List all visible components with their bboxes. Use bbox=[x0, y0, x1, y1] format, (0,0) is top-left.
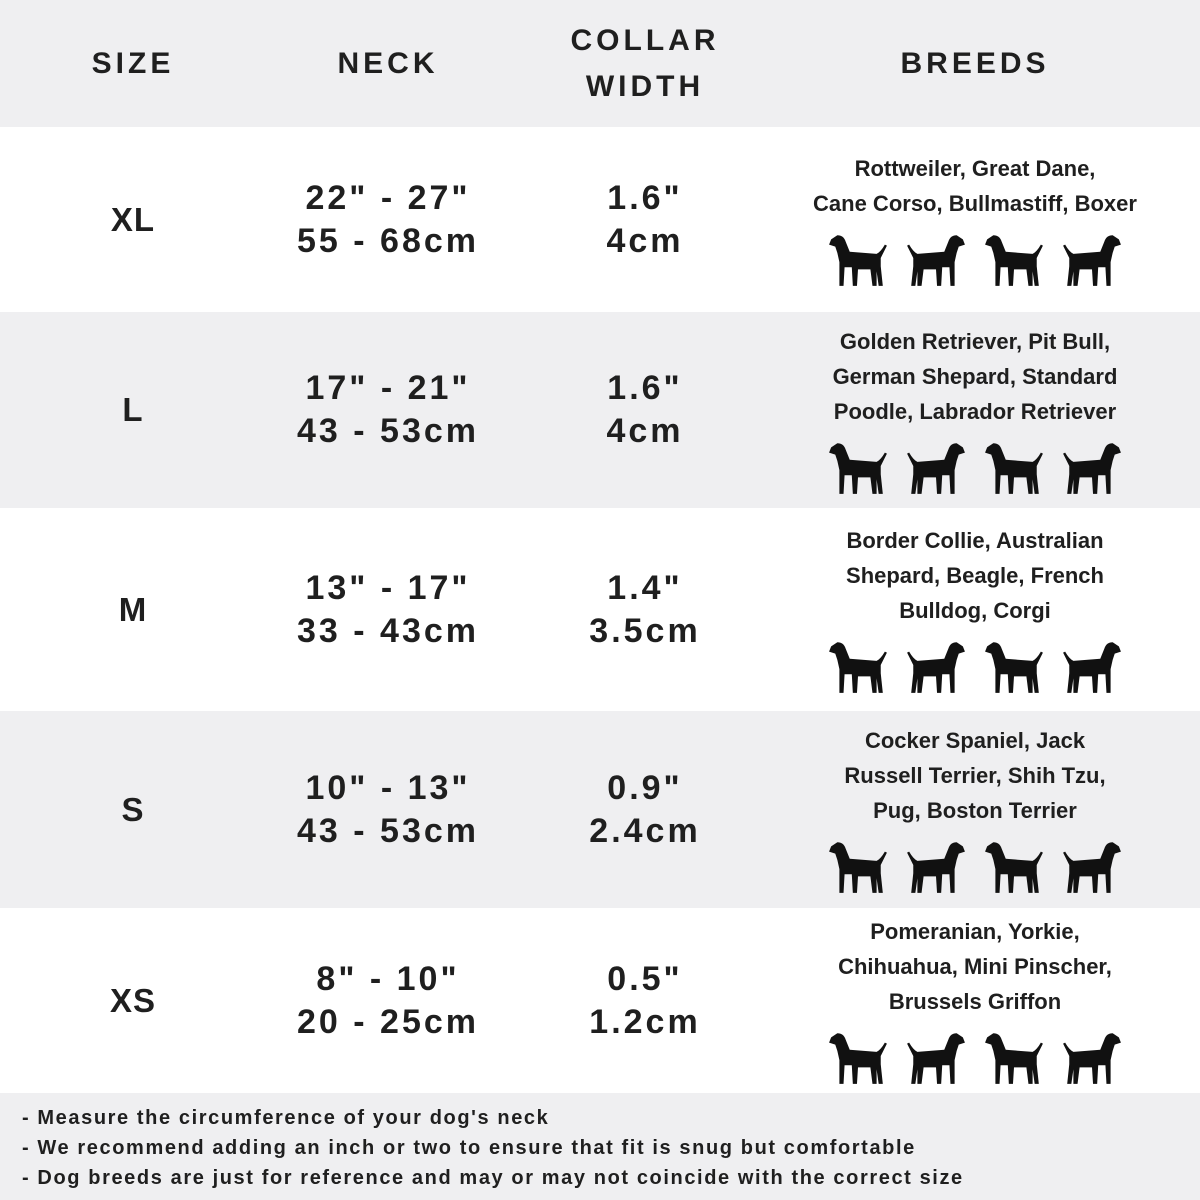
cocker-spaniel-icon bbox=[826, 834, 890, 896]
rottweiler-icon bbox=[826, 227, 890, 289]
breeds-cell: Cocker Spaniel, Jack Russell Terrier, Shi… bbox=[780, 723, 1170, 896]
neck-inches: 13" - 17" bbox=[305, 568, 471, 607]
breeds-cell: Pomeranian, Yorkie, Chihuahua, Mini Pinsc… bbox=[780, 914, 1170, 1087]
width-cm: 3.5cm bbox=[589, 611, 701, 650]
golden-retriever-icon bbox=[826, 435, 890, 497]
table-header: SIZE NECK COLLAR WIDTH BREEDS bbox=[0, 0, 1200, 127]
great-dane-icon bbox=[904, 227, 968, 289]
breed-line: Russell Terrier, Shih Tzu, bbox=[844, 763, 1106, 788]
breed-line: Golden Retriever, Pit Bull, bbox=[839, 328, 1111, 354]
breed-line: Shepard, Beagle, French bbox=[846, 563, 1104, 588]
breed-silhouettes bbox=[780, 1025, 1170, 1087]
neck-size: 10" - 13" 43 - 53cm bbox=[266, 767, 510, 853]
neck-inches: 10" - 13" bbox=[305, 768, 471, 807]
collar-width: 0.5" 1.2cm bbox=[510, 958, 780, 1044]
mini-pinscher-icon bbox=[1060, 1025, 1124, 1087]
breed-line: Pomeranian, Yorkie, bbox=[870, 919, 1080, 944]
french-bulldog-icon bbox=[982, 634, 1046, 696]
header-collar-line1: COLLAR bbox=[570, 23, 720, 57]
breed-silhouettes bbox=[780, 227, 1170, 289]
width-inches: 0.5" bbox=[607, 959, 683, 998]
labrador-icon bbox=[904, 435, 968, 497]
breed-line: Cane Corso, Bullmastiff, Boxer bbox=[813, 190, 1137, 216]
header-breeds: BREEDS bbox=[900, 46, 1050, 80]
breed-line: Rottweiler, Great Dane, bbox=[854, 155, 1096, 181]
note: - We recommend adding an inch or two to … bbox=[22, 1137, 916, 1159]
width-cm: 4cm bbox=[606, 412, 684, 450]
neck-size: 13" - 17" 33 - 43cm bbox=[266, 567, 510, 653]
note: - Measure the circumference of your dog'… bbox=[22, 1107, 550, 1129]
pug-icon bbox=[1060, 834, 1124, 896]
chihuahua-icon bbox=[982, 1025, 1046, 1087]
width-inches: 1.6" bbox=[607, 369, 683, 407]
breed-line: Bulldog, Corgi bbox=[899, 598, 1051, 623]
size-label: XL bbox=[110, 200, 156, 238]
header-collar-line2: WIDTH bbox=[585, 69, 705, 103]
size-label: M bbox=[118, 590, 148, 628]
jack-russell-icon bbox=[904, 834, 968, 896]
breed-line: Brussels Griffon bbox=[888, 989, 1062, 1014]
collar-width: 0.9" 2.4cm bbox=[510, 767, 780, 853]
neck-size: 8" - 10" 20 - 25cm bbox=[266, 958, 510, 1044]
neck-cm: 55 - 68cm bbox=[297, 221, 479, 260]
poodle-icon bbox=[982, 435, 1046, 497]
collar-width: 1.6" 4cm bbox=[510, 177, 780, 263]
beagle-icon bbox=[904, 634, 968, 696]
header-neck: NECK bbox=[337, 46, 439, 80]
width-cm: 2.4cm bbox=[589, 811, 701, 850]
breed-line: Border Collie, Australian bbox=[846, 528, 1104, 553]
breed-silhouettes bbox=[780, 435, 1170, 497]
breed-line: Cocker Spaniel, Jack bbox=[864, 728, 1086, 753]
neck-inches: 22" - 27" bbox=[305, 178, 471, 217]
neck-cm: 33 - 43cm bbox=[297, 611, 479, 650]
breed-line: Poodle, Labrador Retriever bbox=[833, 398, 1117, 424]
breed-silhouettes bbox=[780, 834, 1170, 896]
neck-inches: 17" - 21" bbox=[305, 369, 471, 407]
neck-cm: 20 - 25cm bbox=[297, 1002, 479, 1041]
notes: - Measure the circumference of your dog'… bbox=[0, 1093, 1200, 1200]
neck-cm: 43 - 53cm bbox=[297, 412, 479, 450]
size-label: L bbox=[122, 391, 144, 428]
shih-tzu-icon bbox=[982, 834, 1046, 896]
header-size: SIZE bbox=[91, 46, 175, 80]
breeds-cell: Golden Retriever, Pit Bull, German Shepar… bbox=[780, 324, 1170, 497]
size-row-l: L 17" - 21" 43 - 53cm 1.6" 4cm Golden Re… bbox=[0, 312, 1200, 508]
german-shepard-icon bbox=[1060, 435, 1124, 497]
width-inches: 1.6" bbox=[607, 178, 683, 217]
neck-size: 17" - 21" 43 - 53cm bbox=[266, 367, 510, 453]
size-row-s: S 10" - 13" 43 - 53cm 0.9" 2.4cm Cocker … bbox=[0, 711, 1200, 908]
size-label: S bbox=[121, 790, 145, 828]
breed-line: Chihuahua, Mini Pinscher, bbox=[838, 954, 1112, 979]
size-row-m: M 13" - 17" 33 - 43cm 1.4" 3.5cm Border … bbox=[0, 508, 1200, 711]
header-collar-width: COLLAR WIDTH bbox=[510, 18, 780, 110]
yorkie-icon bbox=[904, 1025, 968, 1087]
neck-cm: 43 - 53cm bbox=[297, 811, 479, 850]
size-row-xs: XS 8" - 10" 20 - 25cm 0.5" 1.2cm Pomeran… bbox=[0, 908, 1200, 1093]
width-cm: 1.2cm bbox=[589, 1002, 701, 1041]
breeds-cell: Rottweiler, Great Dane, Cane Corso, Bullm… bbox=[780, 151, 1170, 289]
pomeranian-icon bbox=[826, 1025, 890, 1087]
width-inches: 0.9" bbox=[607, 768, 683, 807]
breed-line: Pug, Boston Terrier bbox=[873, 798, 1077, 823]
breed-silhouettes bbox=[780, 634, 1170, 696]
size-row-xl: XL 22" - 27" 55 - 68cm 1.6" 4cm Rottweil… bbox=[0, 127, 1200, 312]
breeds-cell: Border Collie, Australian Shepard, Beagle… bbox=[780, 523, 1170, 696]
width-inches: 1.4" bbox=[607, 568, 683, 607]
neck-inches: 8" - 10" bbox=[316, 959, 460, 998]
cane-corso-icon bbox=[982, 227, 1046, 289]
size-label: XS bbox=[109, 981, 157, 1019]
breed-line: German Shepard, Standard bbox=[832, 363, 1118, 389]
note: - Dog breeds are just for reference and … bbox=[22, 1167, 964, 1189]
collar-width: 1.4" 3.5cm bbox=[510, 567, 780, 653]
width-cm: 4cm bbox=[606, 221, 684, 260]
corgi-icon bbox=[1060, 634, 1124, 696]
collar-width: 1.6" 4cm bbox=[510, 367, 780, 453]
bullmastiff-icon bbox=[1060, 227, 1124, 289]
neck-size: 22" - 27" 55 - 68cm bbox=[266, 177, 510, 263]
border-collie-icon bbox=[826, 634, 890, 696]
